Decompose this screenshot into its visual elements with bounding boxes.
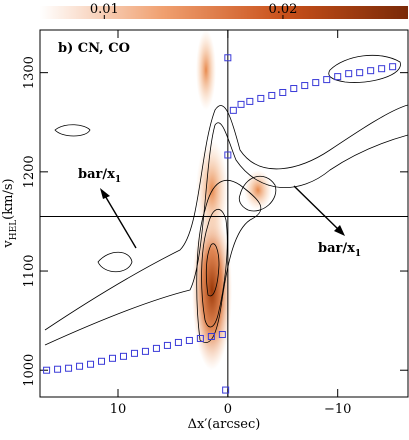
panel-label: b) CN, CO	[58, 41, 130, 56]
data-point	[87, 360, 95, 368]
data-point	[290, 85, 298, 93]
data-point	[130, 349, 138, 357]
data-point	[163, 341, 171, 349]
data-point	[109, 354, 117, 362]
data-point	[207, 332, 215, 340]
data-point	[76, 362, 84, 370]
data-point	[356, 69, 364, 77]
contours	[44, 55, 408, 346]
data-point	[268, 91, 276, 99]
y-axis-label: vHEL(km/s)	[1, 178, 19, 248]
y-tick-label: 1000	[22, 354, 37, 387]
x-tick-label: −10	[324, 402, 351, 417]
arrow	[103, 193, 137, 249]
y-tick-label: 1200	[22, 155, 37, 188]
colorbar-tick-label: 0.02	[268, 2, 297, 17]
data-point	[345, 70, 353, 78]
data-point	[334, 73, 342, 81]
data-point	[222, 386, 230, 394]
data-point	[196, 334, 204, 342]
data-point	[367, 67, 375, 75]
data-point	[378, 65, 386, 73]
x-tick-label: 0	[224, 402, 232, 417]
data-point	[65, 364, 73, 372]
arrow-head	[334, 225, 345, 236]
emission-map	[192, 30, 272, 370]
data-point	[218, 331, 226, 339]
data-point	[224, 151, 232, 159]
data-point	[389, 63, 397, 71]
y-tick-label: 1100	[22, 254, 37, 287]
x-axis-label: Δx′(arcsec)	[188, 417, 261, 432]
annotation: bar/x1	[318, 241, 361, 259]
data-point	[246, 97, 254, 105]
data-point	[312, 79, 320, 87]
data-point	[152, 344, 160, 352]
arrow	[293, 185, 341, 232]
data-point	[119, 352, 127, 360]
y-tick-label: 1300	[22, 56, 37, 89]
arrow-head	[100, 188, 110, 199]
data-point	[224, 54, 232, 62]
x-tick-label: 10	[110, 402, 127, 417]
data-point	[257, 94, 265, 102]
plot-frame	[39, 29, 409, 398]
data-point	[279, 88, 287, 96]
data-point	[229, 106, 237, 114]
data-point	[141, 347, 149, 355]
colorbar	[40, 6, 408, 19]
annotation: bar/x1	[78, 167, 121, 185]
data-point	[185, 336, 193, 344]
data-point	[174, 338, 182, 346]
data-point	[301, 82, 309, 90]
data-point	[43, 366, 51, 374]
colorbar-tick-label: 0.01	[90, 2, 119, 17]
data-point	[323, 76, 331, 84]
data-point	[98, 357, 106, 365]
data-point	[237, 100, 245, 108]
data-point	[54, 365, 62, 373]
